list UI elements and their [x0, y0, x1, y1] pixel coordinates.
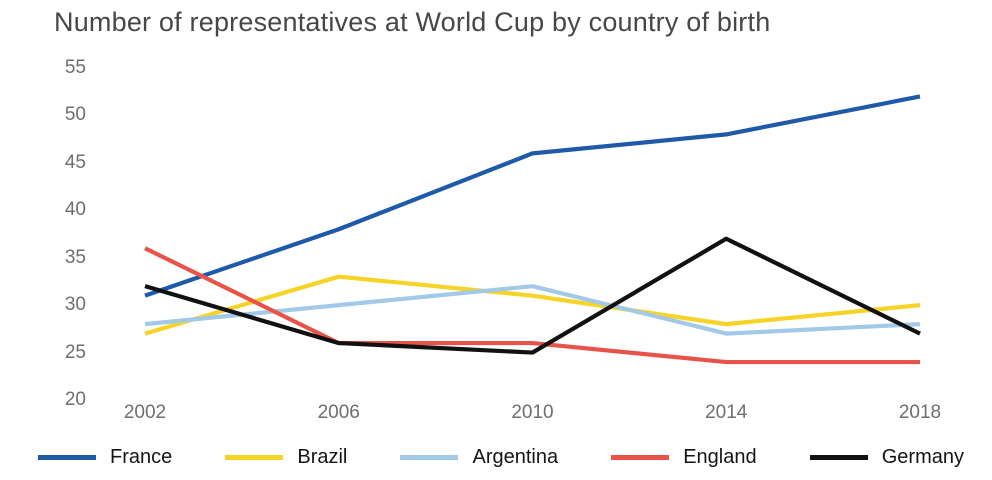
x-axis-tick-label: 2018 — [898, 402, 942, 423]
x-axis-tick-label: 2002 — [123, 402, 167, 423]
y-axis-tick-label: 35 — [64, 246, 86, 268]
legend-label: England — [683, 445, 757, 468]
y-axis-tick-label: 40 — [64, 199, 86, 221]
legend-label: Germany — [881, 445, 964, 468]
y-axis-tick-label: 30 — [64, 294, 86, 316]
legend-label: France — [110, 445, 173, 468]
legend: France Brazil Argentina England Germany — [38, 442, 964, 472]
series-line-brazil — [144, 274, 921, 336]
legend-swatch-england — [611, 454, 670, 460]
legend-item-brazil: Brazil — [225, 446, 347, 469]
y-axis-tick-label: 45 — [64, 151, 86, 173]
y-axis-tick-label: 50 — [64, 104, 86, 126]
legend-item-argentina: Argentina — [400, 446, 558, 469]
x-axis-tick-label: 2010 — [511, 402, 554, 423]
y-axis-tick-label: 55 — [64, 57, 86, 78]
y-axis-tick-label: 25 — [64, 341, 86, 363]
legend-item-germany: Germany — [809, 445, 964, 469]
legend-item-france: France — [38, 446, 172, 469]
legend-label: Argentina — [472, 445, 559, 468]
y-axis-tick-label: 20 — [64, 389, 86, 410]
legend-swatch-germany — [809, 454, 868, 460]
x-axis-tick-label: 2006 — [317, 402, 360, 423]
series-line-england — [144, 246, 920, 365]
series-line-argentina — [144, 284, 921, 336]
series-line-france — [144, 94, 921, 298]
series-line-germany — [144, 236, 921, 355]
chart-title: Number of representatives at World Cup b… — [54, 7, 771, 37]
legend-swatch-france — [38, 454, 96, 460]
x-axis-tick-label: 2014 — [705, 402, 748, 423]
legend-item-england: England — [611, 445, 757, 469]
legend-swatch-brazil — [225, 454, 284, 460]
legend-label: Brazil — [297, 445, 348, 468]
legend-swatch-argentina — [400, 454, 459, 460]
